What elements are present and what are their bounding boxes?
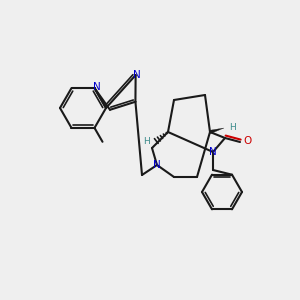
Text: N: N — [133, 70, 140, 80]
Text: H: H — [229, 122, 236, 131]
Text: H: H — [142, 136, 149, 146]
Text: N: N — [93, 82, 101, 92]
Text: N: N — [153, 160, 161, 170]
Text: O: O — [244, 136, 252, 146]
Polygon shape — [209, 128, 224, 134]
Text: N: N — [209, 147, 217, 157]
